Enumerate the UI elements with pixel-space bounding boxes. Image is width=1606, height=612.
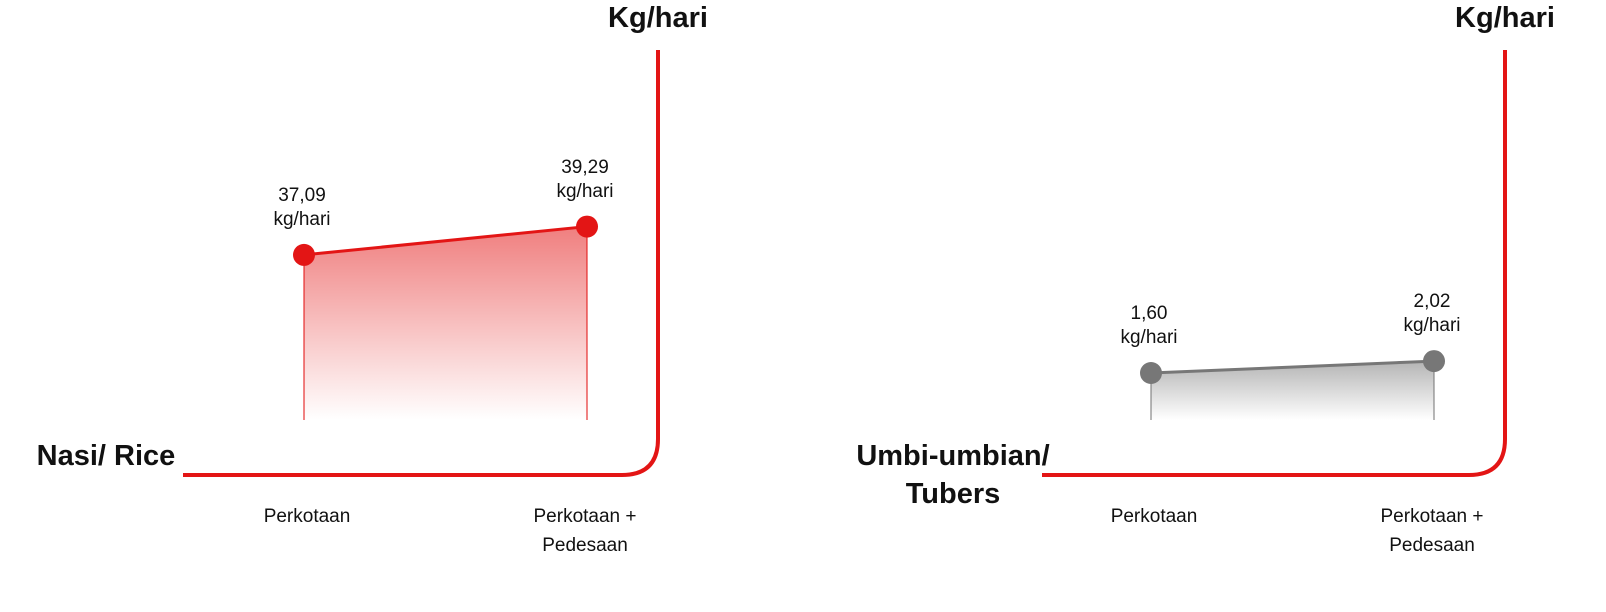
point (1140, 362, 1162, 384)
point (576, 215, 598, 238)
line (303, 225, 588, 257)
chart-title: Umbi-umbian/ Tubers (856, 440, 1050, 510)
area (304, 226, 587, 420)
point (293, 243, 315, 266)
x-tick-label: Perkotaan + Pedesaan (533, 506, 637, 556)
axis-line (183, 50, 660, 477)
x-tick-label: Perkotaan (263, 506, 351, 527)
axis-line (1042, 50, 1507, 477)
x-tick-label: Perkotaan (1110, 506, 1198, 527)
value-label: 37,09 kg/hari (273, 184, 331, 230)
point (1423, 350, 1445, 373)
y-axis-label: Kg/hari (608, 2, 708, 34)
y-axis-label: Kg/hari (1455, 2, 1555, 34)
value-label: 1,60 kg/hari (1120, 303, 1178, 348)
value-label: 2,02 kg/hari (1403, 291, 1461, 337)
x-tick-label: Perkotaan + Pedesaan (1380, 506, 1484, 556)
chart-title: Nasi/ Rice (36, 440, 176, 472)
value-label: 39,29 kg/hari (556, 156, 614, 202)
line (1150, 359, 1435, 375)
area (1151, 361, 1434, 420)
